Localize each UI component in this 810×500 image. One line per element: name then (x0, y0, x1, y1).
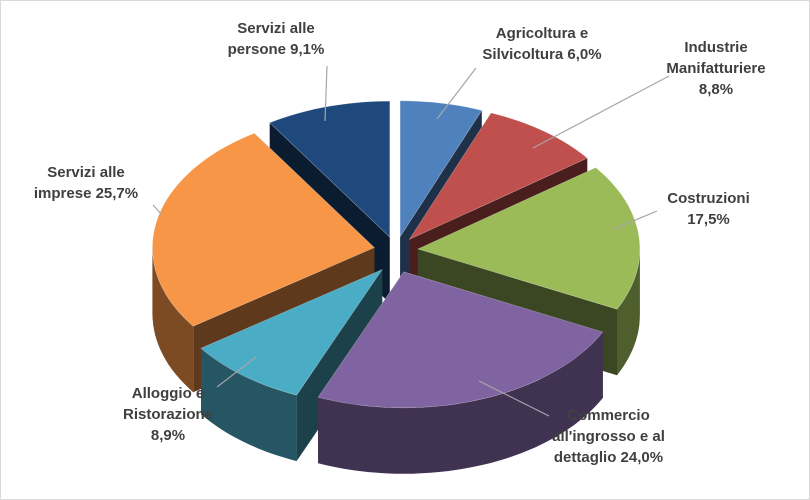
label-servizi-imprese: Servizi alle imprese 25,7% (11, 162, 161, 204)
label-industrie-line-3: 8,8% (698, 81, 734, 98)
slice-commercio-top (317, 271, 604, 409)
label-servizi-imprese-line-1: Servizi alle (47, 164, 125, 181)
slice-costruzioni-top (417, 167, 641, 310)
slice-agricoltura-top (399, 100, 483, 238)
label-agricoltura: Agricoltura e Silvicoltura 6,0% (447, 23, 637, 65)
label-agricoltura-line-1: Agricoltura e (495, 25, 589, 42)
leader-line-industrie (532, 75, 670, 149)
label-alloggio: Alloggio e Ristorazione 8,9% (93, 383, 243, 446)
label-commercio-line-1: Commercio (567, 407, 650, 424)
slice-costruzioni-rim (617, 249, 640, 376)
label-servizi-persone: Servizi alle persone 9,1% (201, 18, 351, 60)
label-alloggio-line-2: Ristorazione (122, 406, 213, 423)
label-commercio-line-2: all'ingrosso e al (552, 428, 665, 445)
label-alloggio-line-1: Alloggio e (131, 385, 205, 402)
slice-servizi-imprese-rim (152, 247, 194, 393)
leader-line-commercio (478, 380, 550, 417)
label-industrie: Industrie Manifatturiere 8,8% (631, 37, 801, 100)
label-industrie-line-1: Industrie (684, 39, 748, 56)
slice-industrie-top (408, 112, 588, 241)
label-costruzioni-line-1: Costruzioni (667, 190, 750, 207)
leader-line-costruzioni (613, 210, 658, 230)
slice-servizi-persone-top (269, 100, 391, 238)
leader-line-servizi-persone (324, 65, 328, 122)
label-servizi-imprese-line-2: imprese 25,7% (33, 185, 139, 202)
slice-commercio-rim (318, 332, 603, 474)
label-commercio: Commercio all'ingrosso e al dettaglio 24… (511, 405, 706, 468)
label-industrie-line-2: Manifatturiere (666, 60, 766, 77)
leader-line-alloggio (216, 356, 257, 388)
slice-servizi-imprese-top (152, 132, 375, 327)
label-costruzioni: Costruzioni 17,5% (641, 188, 776, 230)
label-commercio-line-3: dettaglio 24,0% (553, 449, 664, 466)
label-servizi-persone-line-1: Servizi alle (237, 20, 315, 37)
label-costruzioni-line-2: 17,5% (687, 211, 730, 228)
leader-line-servizi-imprese (152, 204, 163, 216)
slice-commercio (317, 271, 604, 474)
label-alloggio-line-3: 8,9% (150, 427, 186, 444)
leader-line-agricoltura (436, 67, 477, 120)
label-servizi-persone-line-2: persone 9,1% (227, 41, 325, 58)
label-agricoltura-line-2: Silvicoltura 6,0% (482, 46, 602, 63)
slice-alloggio-rim (201, 348, 297, 462)
